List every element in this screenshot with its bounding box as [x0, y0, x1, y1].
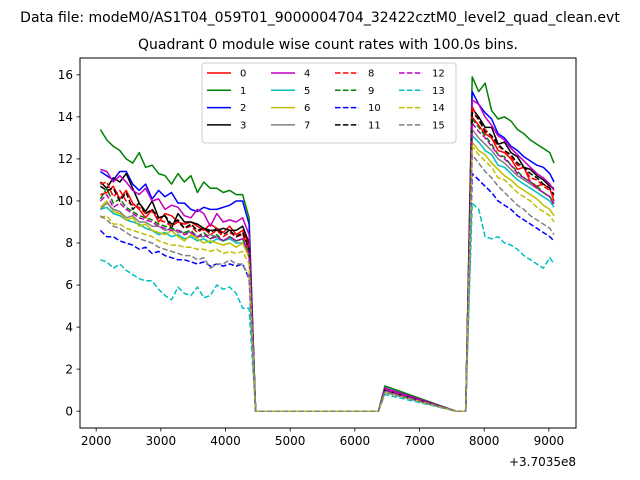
axes-frame — [79, 57, 577, 429]
series-line-0 — [100, 116, 555, 412]
x-tick-label: 3000 — [146, 434, 177, 448]
legend-label-6: 6 — [304, 103, 310, 114]
x-tick-label: 9000 — [534, 434, 565, 448]
legend-label-3: 3 — [240, 120, 246, 131]
figure-suptitle: Data file: modeM0/AS1T04_059T01_90000047… — [20, 10, 620, 26]
legend-label-10: 10 — [368, 103, 381, 114]
series-line-9 — [99, 118, 555, 412]
y-tick-label: 10 — [58, 194, 73, 208]
y-tick-label: 16 — [58, 68, 73, 82]
y-tick-label: 12 — [58, 152, 73, 166]
legend-label-15: 15 — [432, 120, 445, 131]
series-line-13 — [100, 202, 555, 412]
chart-title: Quadrant 0 module wise count rates with … — [138, 37, 518, 53]
legend-label-12: 12 — [432, 69, 445, 80]
series-line-5 — [100, 135, 555, 412]
y-tick-label: 14 — [58, 110, 73, 124]
y-tick-label: 0 — [65, 404, 73, 418]
x-offset-label: +3.7035e8 — [509, 455, 576, 469]
series-line-1 — [99, 76, 555, 412]
series-line-12 — [99, 122, 555, 412]
legend-label-14: 14 — [432, 103, 445, 114]
x-tick-label: 4000 — [210, 434, 241, 448]
x-tick-label: 5000 — [275, 434, 306, 448]
x-axis: 2000 3000 4000 5000 6000 7000 8000 9000 — [81, 428, 564, 448]
legend-box — [201, 62, 457, 144]
y-tick-label: 6 — [65, 278, 73, 292]
series-line-15 — [99, 153, 555, 412]
series-line-2 — [99, 90, 555, 412]
x-tick-label: 7000 — [404, 434, 435, 448]
legend-label-13: 13 — [432, 86, 445, 97]
series-line-8 — [100, 105, 555, 412]
legend-label-11: 11 — [368, 120, 381, 131]
series-line-3 — [99, 107, 555, 412]
series-line-14 — [100, 145, 555, 412]
y-tick-label: 2 — [65, 362, 73, 376]
legend-label-2: 2 — [240, 103, 246, 114]
y-tick-label: 8 — [65, 236, 73, 250]
y-axis: 0 2 4 6 8 10 12 14 16 — [58, 68, 80, 418]
legend-label-0: 0 — [240, 69, 246, 80]
series-line-10 — [99, 172, 555, 412]
series-line-11 — [99, 111, 555, 412]
legend-label-4: 4 — [304, 69, 310, 80]
legend-label-5: 5 — [304, 86, 310, 97]
legend-label-8: 8 — [368, 69, 374, 80]
x-tick-label: 8000 — [469, 434, 500, 448]
series-line-6 — [99, 141, 555, 412]
series-line-4 — [100, 99, 555, 412]
x-tick-label: 6000 — [340, 434, 371, 448]
legend-label-7: 7 — [304, 120, 310, 131]
x-tick-label: 2000 — [81, 434, 112, 448]
y-tick-label: 4 — [65, 320, 73, 334]
legend-label-9: 9 — [368, 86, 374, 97]
plot-area — [99, 76, 555, 412]
legend-label-1: 1 — [240, 86, 246, 97]
